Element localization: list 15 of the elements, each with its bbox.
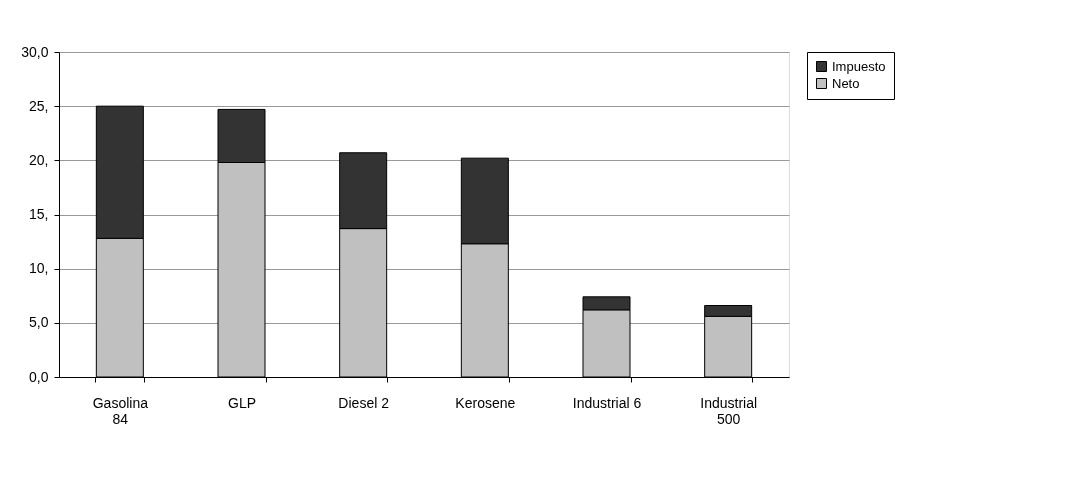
x-tick-label: Diesel 2 — [338, 394, 390, 411]
x-tick-label: Industrial 6 — [572, 394, 642, 411]
x-tick-label: Gasolina 84 — [92, 394, 149, 427]
legend-label: Neto — [832, 75, 860, 91]
y-tick-label: 5,0 — [29, 314, 49, 331]
legend-label: Impuesto — [832, 58, 886, 74]
y-tick-label: 15, — [29, 206, 49, 222]
y-tick-label: 0,0 — [29, 368, 49, 385]
y-tick-label: 25, — [29, 97, 49, 114]
y-tick-label: 10, — [29, 260, 49, 277]
y-tick-label: 20, — [29, 151, 49, 168]
x-tick-label: Kerosene — [455, 394, 516, 411]
y-tick-label: 30,0 — [21, 43, 49, 60]
x-tick-label: Industrial 500 — [700, 394, 758, 427]
x-tick-label: GLP — [227, 394, 257, 411]
